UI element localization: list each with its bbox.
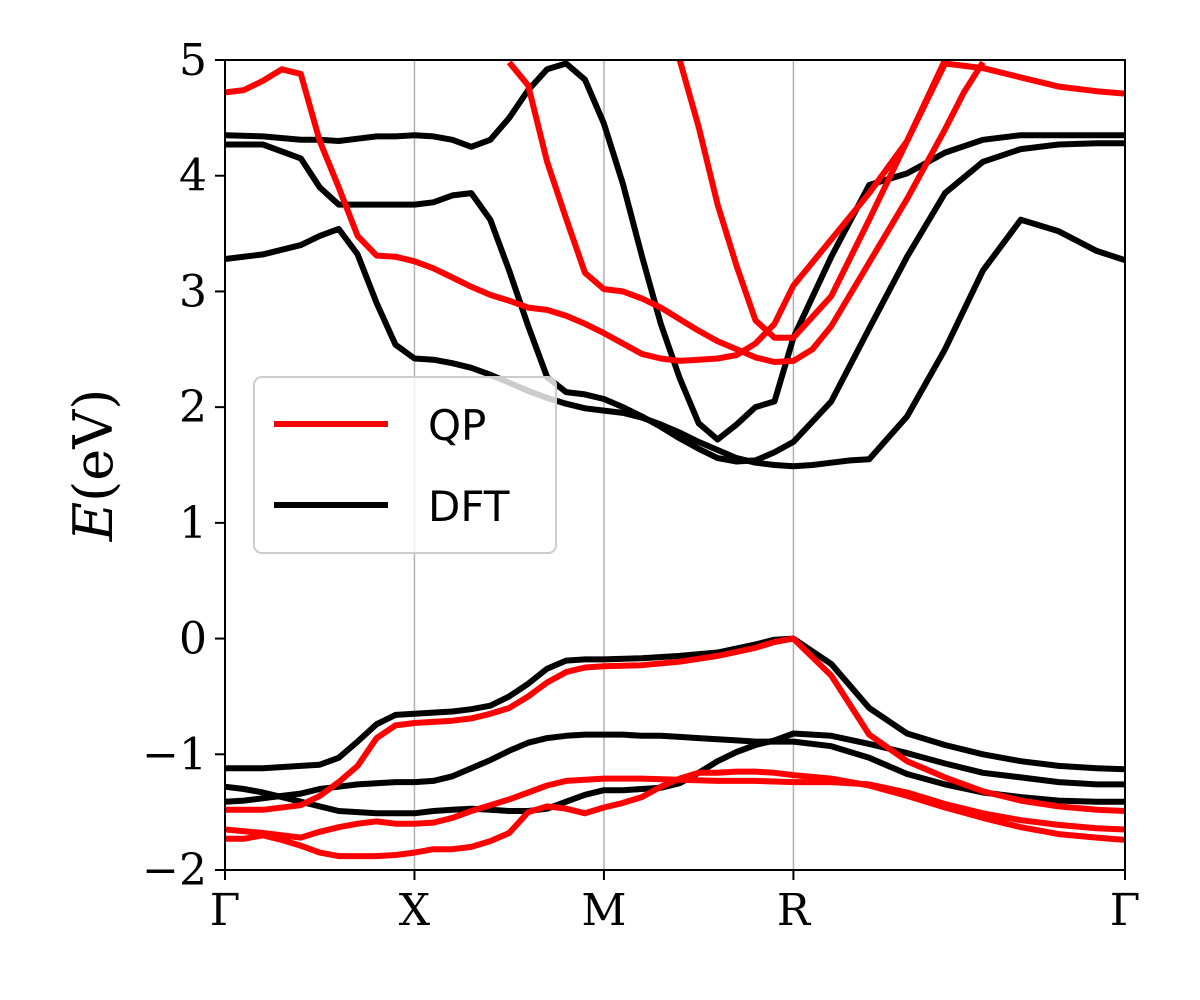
series-line-qp-7 xyxy=(225,775,1125,841)
legend: QP DFT xyxy=(253,376,557,554)
series-line-qp-8 xyxy=(225,635,1125,814)
x-tick-label: X xyxy=(399,885,431,936)
legend-frame xyxy=(253,376,557,554)
y-axis-label: E(eV) xyxy=(62,389,125,543)
series-line-dft-4 xyxy=(225,140,1125,465)
series-line-qp-11 xyxy=(676,60,949,341)
y-tick-label: 4 xyxy=(179,151,207,202)
y-axis-label-unit: (eV) xyxy=(62,389,125,502)
y-tick-label: 2 xyxy=(179,382,207,433)
legend-label-dft: DFT xyxy=(428,482,510,531)
series-line-dft-3 xyxy=(225,216,1125,470)
series-line-dft-0 xyxy=(225,731,1125,805)
x-tick-label: Γ xyxy=(210,885,241,936)
y-tick-label: 0 xyxy=(179,614,207,665)
y-tick-label: −1 xyxy=(142,729,207,780)
x-tick-label: Γ xyxy=(1110,885,1141,936)
x-tick-label: R xyxy=(777,885,812,936)
plot-frame xyxy=(224,59,1126,871)
y-tick-label: 1 xyxy=(179,498,207,549)
y-tick-label: −2 xyxy=(142,845,207,896)
legend-label-qp: QP xyxy=(428,401,486,450)
y-tick-label: 5 xyxy=(179,35,207,86)
series-lines xyxy=(225,60,1125,860)
x-tick-label: M xyxy=(581,885,626,936)
series-line-qp-9 xyxy=(225,60,1125,364)
series-line-dft-5 xyxy=(225,60,1125,443)
series-line-qp-10 xyxy=(506,60,986,365)
series-line-dft-2 xyxy=(225,635,1125,773)
y-axis-label-var: E xyxy=(62,502,125,542)
y-tick-label: 3 xyxy=(179,266,207,317)
y-axis: −2 −1 0 1 2 3 4 5 xyxy=(142,35,225,896)
